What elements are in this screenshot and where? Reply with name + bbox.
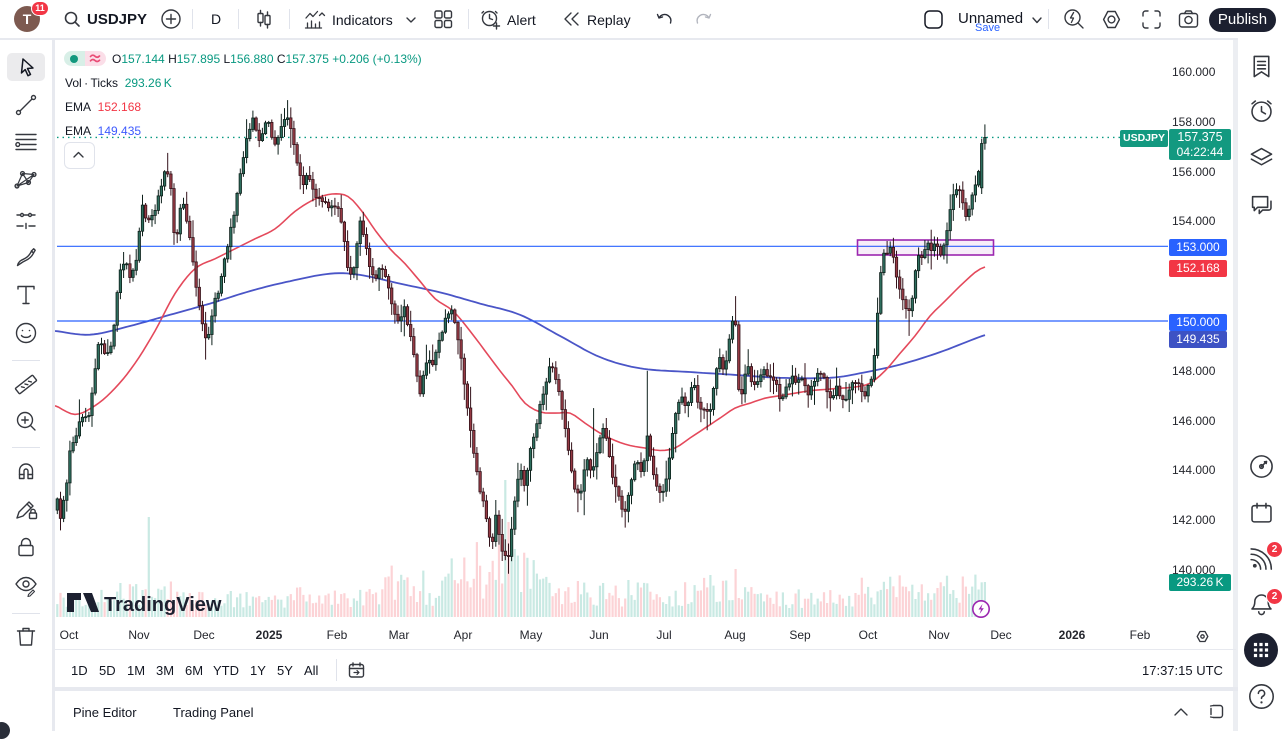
svg-text:TradingView: TradingView xyxy=(104,594,222,616)
